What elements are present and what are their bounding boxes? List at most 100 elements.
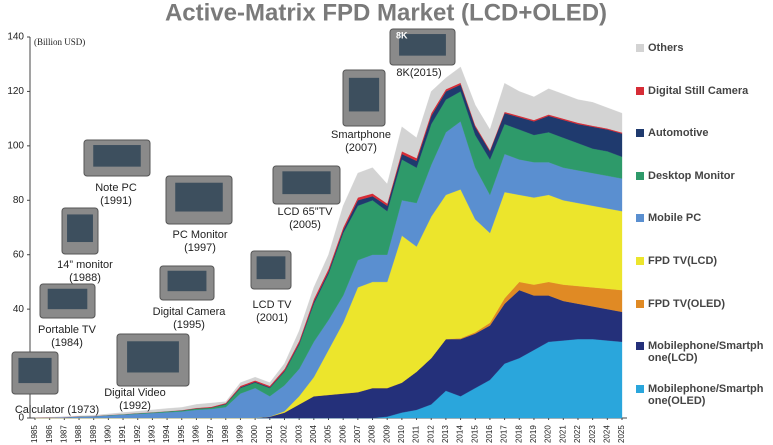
x-tick-label: 2022 bbox=[573, 425, 582, 443]
legend-swatch bbox=[636, 257, 644, 265]
annotation-text: Smartphone bbox=[331, 129, 391, 141]
x-tick-label: 2003 bbox=[294, 425, 303, 443]
annotation: PC Monitor(1997) bbox=[165, 175, 233, 254]
chart-title: Active-Matrix FPD Market (LCD+OLED) bbox=[165, 0, 607, 26]
x-tick-label: 2018 bbox=[514, 425, 523, 443]
legend-item: Mobile PC bbox=[636, 212, 770, 224]
legend-swatch bbox=[636, 214, 644, 223]
legend-swatch bbox=[636, 129, 644, 138]
annotation-text: Note PC bbox=[95, 182, 137, 194]
legend-swatch bbox=[636, 171, 644, 180]
annotation-text: Digital Video bbox=[104, 387, 166, 399]
x-tick-label: 2012 bbox=[426, 425, 435, 443]
x-tick-label: 1985 bbox=[30, 425, 39, 443]
y-tick-label: 100 bbox=[7, 140, 24, 151]
device-screen bbox=[399, 34, 446, 56]
x-tick-label: 2023 bbox=[588, 425, 597, 443]
x-tick-label: 2024 bbox=[602, 425, 611, 443]
annotation-text: (1997) bbox=[184, 242, 216, 254]
y-tick-label: 40 bbox=[13, 304, 25, 315]
x-tick-label: 2015 bbox=[470, 425, 479, 443]
legend-item: FPD TV(LCD) bbox=[636, 255, 770, 267]
x-tick-label: 2005 bbox=[324, 425, 333, 443]
x-tick-label: 1998 bbox=[221, 425, 230, 443]
x-tick-label: 1993 bbox=[148, 425, 157, 443]
legend-label: Automotive bbox=[648, 127, 709, 140]
legend-label: FPD TV(LCD) bbox=[648, 255, 718, 267]
x-tick-label: 2010 bbox=[397, 425, 406, 443]
annotation-text: PC Monitor bbox=[172, 229, 227, 241]
annotation: 14” monitor(1988) bbox=[57, 207, 113, 284]
x-tick-label: 1995 bbox=[177, 425, 186, 443]
device-screen bbox=[348, 77, 380, 112]
legend-label: Mobile PC bbox=[648, 212, 702, 225]
device-screen bbox=[256, 256, 286, 280]
x-tick-label: 1997 bbox=[206, 425, 215, 443]
annotation-text: (2007) bbox=[345, 142, 377, 154]
legend: Others Digital Still Camera Automotive Desk… bbox=[632, 0, 773, 445]
x-tick-label: 2025 bbox=[617, 425, 626, 443]
x-tick-label: 2001 bbox=[265, 425, 274, 443]
annotation: Smartphone(2007) bbox=[331, 69, 391, 154]
legend-item: Desktop Monitor bbox=[636, 170, 770, 182]
x-tick-label: 1989 bbox=[89, 425, 98, 443]
x-tick-label: 1992 bbox=[133, 425, 142, 443]
annotation-text: Portable TV bbox=[38, 324, 97, 336]
x-tick-label: 2011 bbox=[412, 425, 421, 443]
annotation-text: (2005) bbox=[289, 219, 321, 231]
annotation-text: LCD 65”TV bbox=[277, 206, 333, 218]
device-screen bbox=[18, 357, 52, 384]
x-tick-label: 2000 bbox=[250, 425, 259, 443]
legend-item: Digital Still Camera bbox=[636, 85, 770, 97]
x-tick-label: 1994 bbox=[162, 425, 171, 443]
legend-swatch bbox=[636, 299, 644, 308]
y-tick-label: 120 bbox=[7, 86, 24, 97]
annotation: LCD 65”TV(2005) bbox=[272, 165, 341, 231]
x-tick-label: 1991 bbox=[118, 425, 127, 443]
area bbox=[34, 66, 623, 418]
annotation-text: 14” monitor bbox=[57, 259, 113, 271]
annotation: Digital Video(1992) bbox=[104, 333, 190, 412]
x-tick-label: 2002 bbox=[280, 425, 289, 443]
annotation: Digital Camera(1995) bbox=[153, 265, 226, 331]
x-tick-label: 2020 bbox=[544, 425, 553, 443]
annotation-text: (2001) bbox=[256, 312, 288, 324]
legend-swatch bbox=[636, 86, 644, 95]
y-tick-label: 0 bbox=[18, 413, 24, 424]
x-tick-label: 2017 bbox=[500, 425, 509, 443]
annotation-text: Calculator (1973) bbox=[15, 404, 99, 416]
legend-item: Mobilephone/Smartphone(OLED) bbox=[636, 383, 770, 407]
x-tick-label: 2004 bbox=[309, 425, 318, 443]
x-tick-label: 2007 bbox=[353, 425, 362, 443]
device-screen bbox=[47, 288, 88, 310]
badge: 8K bbox=[396, 30, 408, 40]
annotation: Note PC(1991) bbox=[83, 139, 151, 207]
legend-item: FPD TV(OLED) bbox=[636, 298, 770, 310]
legend-item: Mobilephone/Smartphone(LCD) bbox=[636, 340, 770, 364]
x-tick-label: 1987 bbox=[59, 425, 68, 443]
legend-label: Others bbox=[648, 42, 684, 54]
y-tick-label: 80 bbox=[13, 195, 25, 206]
annotation-text: (1991) bbox=[100, 195, 132, 207]
x-tick-label: 1996 bbox=[192, 425, 201, 443]
device-screen bbox=[175, 182, 223, 212]
annotation-text: (1984) bbox=[51, 337, 83, 349]
annotation: Calculator (1973) bbox=[11, 351, 99, 416]
annotation-text: 8K(2015) bbox=[396, 67, 441, 79]
annotation-text: (1995) bbox=[173, 319, 205, 331]
x-tick-label: 2009 bbox=[382, 425, 391, 443]
x-tick-label: 1999 bbox=[236, 425, 245, 443]
legend-label: Mobilephone/Smartphone(LCD) bbox=[648, 340, 764, 365]
legend-label: FPD TV(OLED) bbox=[648, 297, 725, 310]
legend-swatch bbox=[636, 44, 644, 52]
legend-swatch bbox=[636, 342, 644, 351]
legend-label: Digital Still Camera bbox=[648, 84, 749, 97]
legend-item: Automotive bbox=[636, 127, 770, 139]
x-tick-label: 1986 bbox=[45, 425, 54, 443]
annotation: 8K 8K(2015) bbox=[389, 28, 456, 79]
annotation-text: (1988) bbox=[69, 272, 101, 284]
device-screen bbox=[282, 171, 331, 195]
annotation: Portable TV(1984) bbox=[38, 283, 97, 349]
